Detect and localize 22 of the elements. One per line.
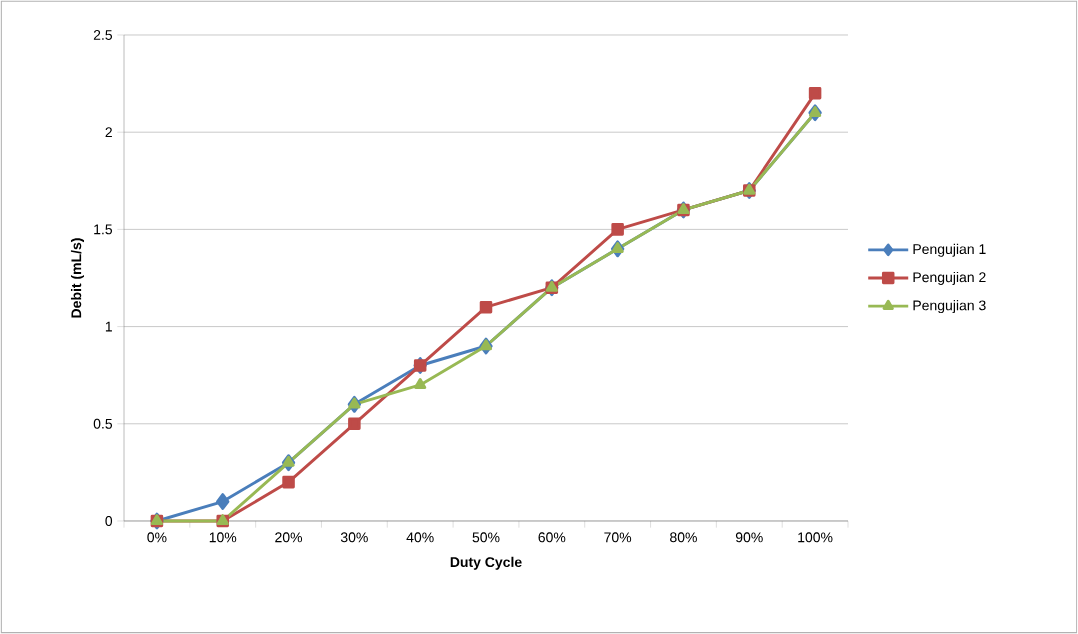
legend-label: Pengujian 2: [913, 271, 986, 285]
x-tick-label: 50%: [472, 532, 500, 543]
x-tick-label: 70%: [604, 532, 632, 543]
y-tick-label: 2: [105, 127, 112, 138]
y-tick-label: 1.5: [94, 224, 113, 235]
y-tick-label: 0.5: [93, 418, 113, 429]
legend-label: Pengujian 3: [913, 300, 986, 314]
y-tick-label: 2.5: [93, 30, 113, 40]
x-axis-title: Duty Cycle: [450, 556, 522, 570]
legend-label: Pengujian 1: [913, 243, 986, 257]
y-axis-title: Debit (mL/s): [70, 238, 85, 318]
x-tick-label: 90%: [735, 532, 763, 543]
y-tick-label: 1: [105, 321, 112, 332]
x-tick-label: 20%: [275, 532, 303, 543]
x-tick-label: 0%: [147, 532, 167, 543]
x-tick-label: 10%: [209, 532, 237, 543]
x-tick-label: 40%: [406, 532, 434, 543]
x-tick-label: 30%: [340, 532, 368, 543]
x-tick-label: 80%: [670, 532, 697, 543]
y-tick-label: 0: [105, 516, 113, 526]
x-tick-label: 100%: [798, 532, 833, 543]
x-tick-label: 60%: [538, 532, 566, 543]
